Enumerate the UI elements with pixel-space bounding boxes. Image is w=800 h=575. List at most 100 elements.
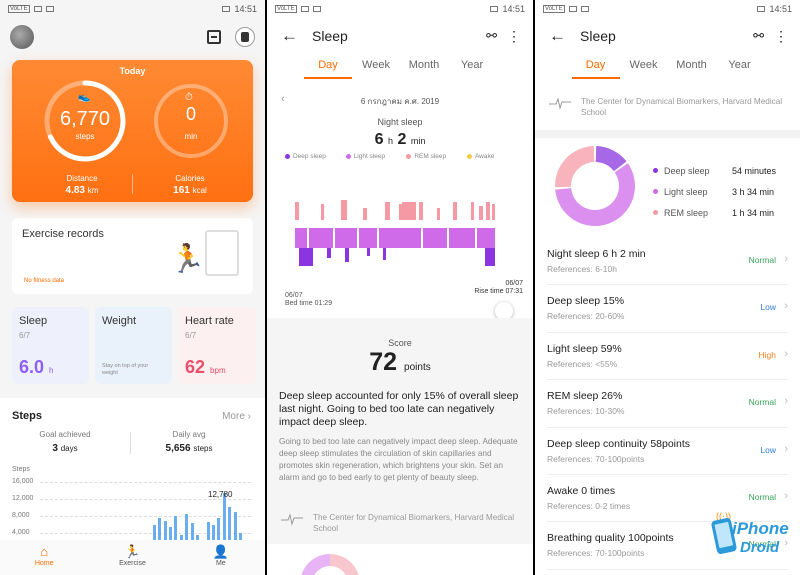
metric-status: Normal <box>748 397 776 408</box>
page-title: Sleep <box>312 28 348 44</box>
sleep-tile-date: 6/7 <box>19 331 31 340</box>
calories-value: 161 <box>173 185 190 196</box>
weight-tile-title: Weight <box>102 315 137 327</box>
status-bar: VoLTE 14:51 <box>0 0 265 18</box>
steps-bar <box>228 506 232 540</box>
period-tabs: Day Week Month Year <box>267 54 533 84</box>
distance-value: 4.83 <box>65 185 85 196</box>
avatar[interactable] <box>10 25 34 49</box>
exercise-records-card[interactable]: Exercise records No fitness data 🏃 <box>12 218 253 294</box>
health-tiles: Sleep 6/7 6.0 h Weight Stay on top of yo… <box>12 307 256 384</box>
tab-home[interactable]: ⌂ Home <box>0 540 88 575</box>
exercise-icon: 🏃 <box>124 544 141 559</box>
share-icon[interactable]: ⚯ <box>486 28 497 43</box>
exercise-title: Exercise records <box>22 228 104 240</box>
goal-unit: days <box>60 444 78 453</box>
steps-bar <box>152 524 156 540</box>
metric-row[interactable]: Deep sleep continuity 58points References… <box>547 428 788 475</box>
battery-icon <box>757 6 766 12</box>
steps-more-link[interactable]: More › <box>222 411 251 422</box>
watch-icon[interactable] <box>235 27 255 47</box>
steps-bar <box>238 532 242 540</box>
score-label: Score <box>388 338 412 348</box>
tab-year[interactable]: Year <box>460 59 484 71</box>
chart-y-title: Steps <box>12 466 30 473</box>
chevron-right-icon: › <box>784 395 788 408</box>
heart-rate-tile[interactable]: Heart rate 6/7 62 bpm <box>178 307 256 384</box>
score-section: Score 72 points Deep sleep accounted for… <box>267 318 533 575</box>
heart-tile-date: 6/7 <box>185 331 197 340</box>
tab-week[interactable]: Week <box>629 59 658 71</box>
steps-bar <box>222 493 226 540</box>
legend-light: Light sleep <box>345 153 404 161</box>
daily-avg: Daily avg 5,656 steps <box>134 430 244 454</box>
avg-value: 5,656 <box>165 443 191 454</box>
more-menu-icon[interactable]: ⋮ <box>507 27 521 44</box>
metric-row[interactable]: Night sleep 6 h 2 min References: 6-10h No… <box>547 238 788 286</box>
metric-title: Breathing quality 100points <box>547 532 674 545</box>
steps-divider <box>130 432 131 454</box>
metric-status: Low <box>760 444 776 455</box>
chevron-right-icon: › <box>784 537 788 550</box>
avg-label: Daily avg <box>172 430 206 439</box>
donut-slice <box>595 146 627 172</box>
section-divider <box>535 130 800 138</box>
metric-row[interactable]: Deep sleep 15% References: 20-60% Low › <box>547 285 788 333</box>
legend-awake: Awake <box>466 153 525 161</box>
night-sleep-label: Night sleep <box>377 117 423 127</box>
tab-month[interactable]: Month <box>676 59 707 71</box>
back-arrow-icon[interactable]: ← <box>281 26 298 45</box>
minutes-value: 0 <box>185 104 196 124</box>
gridline <box>40 533 251 534</box>
metric-reference: References: 0-2 times <box>547 500 631 511</box>
y-tick-8000: 8,000 <box>12 512 30 519</box>
legend-name: REM sleep <box>664 207 709 218</box>
watermark-logo: ((·)) iPhone Droid <box>710 511 792 561</box>
donut-slice <box>555 146 595 188</box>
metric-title: Light sleep 59% <box>547 342 622 355</box>
tab-exercise[interactable]: 🏃 Exercise <box>88 540 176 575</box>
more-menu-icon[interactable]: ⋮ <box>774 27 788 44</box>
page-title: Sleep <box>580 28 616 44</box>
goal-label: Goal achieved <box>39 430 91 439</box>
tab-day[interactable]: Day <box>304 54 352 79</box>
metric-status: Normal <box>748 255 776 265</box>
tab-me[interactable]: 👤 Me <box>177 540 265 575</box>
tab-year[interactable]: Year <box>728 59 751 71</box>
steps-ring: 👟 6,770 steps <box>42 78 128 164</box>
metric-row[interactable]: Light sleep 59% References: <55% High › <box>547 333 788 381</box>
calories-unit: kcal <box>192 186 207 195</box>
chart-scrubber-handle[interactable] <box>495 302 513 320</box>
runner-icon: 🏃 <box>170 243 205 274</box>
metric-row[interactable]: Awake 0 times References: 0-2 times Normal… <box>547 475 788 523</box>
chevron-left-icon[interactable]: ‹ <box>281 93 285 105</box>
minutes-label: min <box>184 132 198 141</box>
metric-reference: References: 10-30% <box>547 406 625 417</box>
distance-unit: km <box>87 186 99 195</box>
steps-progress-arc <box>44 80 126 162</box>
weight-tile[interactable]: Weight Stay on top of your weight <box>95 307 172 384</box>
metric-row[interactable]: REM sleep 26% References: 10-30% Normal › <box>547 380 788 428</box>
today-card[interactable]: Today 👟 6,770 steps ⏱ 0 min Distance 4.8… <box>12 60 253 202</box>
share-icon[interactable]: ⚯ <box>753 28 764 43</box>
metric-reference: References: <55% <box>547 358 618 369</box>
legend-deep: Deep sleep <box>285 153 343 161</box>
chevron-right-icon: › <box>784 489 788 502</box>
metric-status: Normal <box>748 539 776 550</box>
back-arrow-icon[interactable]: ← <box>549 26 566 45</box>
y-tick-12000: 12,000 <box>12 495 34 502</box>
home-header <box>0 18 265 56</box>
tab-day[interactable]: Day <box>571 54 620 79</box>
tab-week[interactable]: Week <box>362 59 390 71</box>
tab-month[interactable]: Month <box>408 59 440 71</box>
steps-bar <box>185 514 189 540</box>
wifi-icon <box>45 6 54 12</box>
home-screen: VoLTE 14:51 Today 👟 6,770 steps ⏱ 0 min <box>0 0 265 575</box>
sleep-breakdown-donut <box>555 146 635 226</box>
sleep-tile[interactable]: Sleep 6/7 6.0 h <box>12 307 89 384</box>
steps-bar <box>195 534 199 540</box>
scan-icon[interactable] <box>207 30 221 44</box>
legend-value: 3 h 34 min <box>732 186 775 197</box>
metric-row[interactable]: Breathing quality 100points References: 7… <box>547 522 788 570</box>
chevron-right-icon: › <box>784 442 788 455</box>
